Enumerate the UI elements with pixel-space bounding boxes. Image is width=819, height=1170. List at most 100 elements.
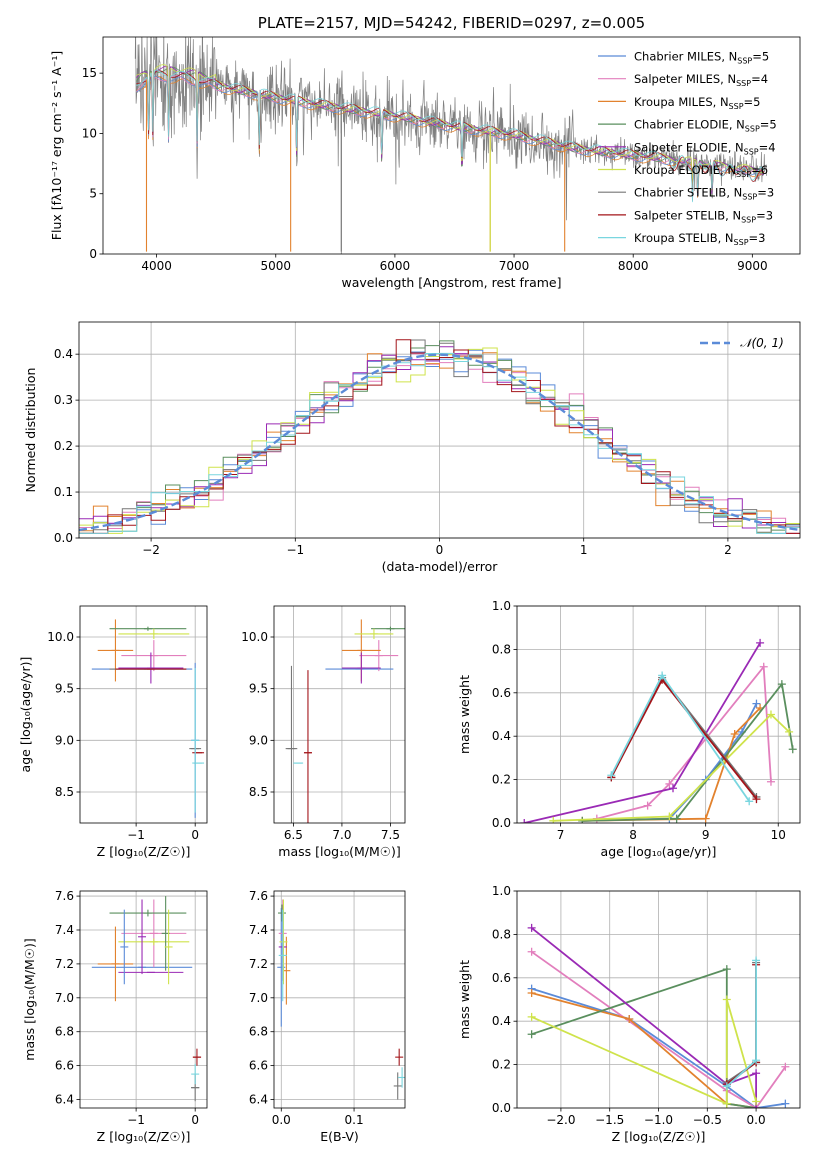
legend-label: Chabrier ELODIE, NSSP=5 (634, 118, 777, 134)
plus-marker (658, 671, 667, 680)
plus-marker (520, 819, 529, 823)
errorbar-point (97, 926, 134, 1002)
errorbar-point (121, 899, 187, 968)
plus-marker (669, 784, 678, 793)
axes-frame (79, 605, 208, 824)
plus-marker (722, 1099, 731, 1108)
axes-frame (102, 36, 801, 255)
y-tick-label: 0.0 (492, 1101, 511, 1115)
x-tick-label: 8000 (618, 259, 649, 273)
errorbar-point (371, 626, 405, 631)
legend-series-name: Kroupa MILES, N (634, 95, 729, 109)
y-tick-label: 7.4 (55, 923, 74, 937)
legend-series-name: Salpeter ELODIE, N (634, 140, 744, 154)
plus-marker (578, 816, 587, 823)
normal-curve (79, 353, 800, 532)
plus-marker (549, 816, 558, 823)
weight-line-salpeter-elodie (531, 927, 757, 1108)
grid-lines (80, 891, 207, 1108)
plus-marker (756, 638, 765, 647)
y-axis-label: Normed distribution (23, 368, 38, 493)
plus-marker (752, 1056, 761, 1065)
y-tick-label: 0.6 (492, 971, 511, 985)
legend-series-name: Chabrier STELIB, N (634, 186, 742, 200)
plus-marker (527, 1012, 536, 1021)
plot-area (91, 619, 205, 818)
legend-subscript: SSP (737, 57, 752, 66)
axes-mass_vs_z: −1 0 6.4 6.6 6.8 7.0 7.2 7.4 7.6 Z [log₁₀(Z/Z☉)] m… (22, 889, 208, 1144)
x-tick-label: 0.1 (345, 1113, 364, 1127)
y-axis-label: Flux [fλ10⁻¹⁷ erg cm⁻² s⁻¹ A⁻¹] (49, 51, 64, 240)
x-tick-label: 2 (724, 543, 732, 557)
weight-line-salpeter-elodie (524, 642, 761, 823)
x-axis-label: Z [log₁₀(Z/Z☉)] (97, 844, 191, 859)
legend-nssp: =5 (752, 50, 769, 64)
legend-nssp: =5 (744, 95, 761, 109)
y-tick-label: 10.0 (47, 630, 74, 644)
plus-marker (527, 923, 536, 932)
y-tick-label: 0.8 (492, 642, 511, 656)
y-tick-label: 1.0 (492, 599, 511, 613)
y-tick-label: 8.5 (249, 785, 268, 799)
errorbar-point (279, 899, 288, 985)
plus-marker (752, 1097, 761, 1106)
legend-label: Kroupa STELIB, NSSP=3 (634, 231, 765, 247)
y-tick-label: 9.0 (249, 733, 268, 747)
legend-label: Salpeter STELIB, NSSP=3 (634, 208, 773, 224)
y-tick-label: 8.5 (55, 785, 74, 799)
plus-marker (781, 1062, 790, 1071)
axes-residuals: −2 −1 0 1 2 0.0 0.1 0.2 0.3 0.4 (data-model)/error… (23, 321, 801, 574)
y-tick-label: 0 (89, 247, 97, 261)
x-tick-label: 9000 (737, 259, 768, 273)
y-tick-label: 9.0 (55, 733, 74, 747)
x-tick-label: 7 (557, 828, 565, 842)
x-axis-label: (data-model)/error (382, 559, 499, 574)
legend-label: Kroupa MILES, NSSP=5 (634, 95, 760, 111)
errorbar-point (278, 909, 287, 1002)
y-tick-label: 6.4 (249, 1093, 268, 1107)
y-axis-label: mass weight (457, 675, 472, 754)
axes-frame (516, 605, 801, 824)
y-tick-label: 15 (82, 66, 97, 80)
y-tick-label: 0.1 (54, 485, 73, 499)
plus-marker (665, 779, 674, 788)
errorbar-point (341, 652, 381, 684)
plus-marker (766, 777, 775, 786)
plus-marker (672, 814, 681, 823)
grid-lines (80, 606, 207, 823)
legend-subscript: SSP (736, 170, 751, 179)
plus-marker (766, 710, 775, 719)
y-tick-label: 6.6 (55, 1059, 74, 1073)
y-tick-label: 0.4 (54, 347, 73, 361)
plus-marker (722, 965, 731, 974)
legend-nssp: =5 (760, 118, 777, 132)
legend-series-name: Chabrier MILES, N (634, 50, 737, 64)
x-tick-label: −0.5 (693, 1113, 722, 1127)
x-tick-label: −1 (127, 828, 145, 842)
legend-series-name: Chabrier ELODIE, N (634, 118, 745, 132)
weight-line-kroupa-elodie (553, 713, 790, 822)
legend-subscript: SSP (729, 102, 744, 111)
y-tick-label: 9.5 (55, 682, 74, 696)
y-tick-label: 7.2 (55, 957, 74, 971)
errorbar-point (277, 907, 286, 1027)
legend-nssp: =4 (759, 140, 776, 154)
plus-marker (752, 699, 761, 708)
x-tick-label: −1.0 (644, 1113, 673, 1127)
errorbar-point (118, 628, 190, 640)
y-axis-label: mass weight (457, 960, 472, 1039)
plot-area (527, 923, 790, 1108)
legend-nssp: =6 (751, 163, 768, 177)
legend-nssp: =3 (756, 208, 773, 222)
legend-subscript: SSP (742, 193, 757, 202)
y-tick-label: 0.0 (492, 816, 511, 830)
legend-series-name: Salpeter STELIB, N (634, 208, 741, 222)
y-tick-label: 0.2 (54, 439, 73, 453)
errorbar-point (118, 652, 184, 684)
axes-frame (273, 605, 406, 824)
plus-marker (752, 956, 761, 965)
y-tick-label: 7.2 (249, 957, 268, 971)
plus-marker (722, 1082, 731, 1091)
legend-series-name: Salpeter MILES, N (634, 72, 736, 86)
